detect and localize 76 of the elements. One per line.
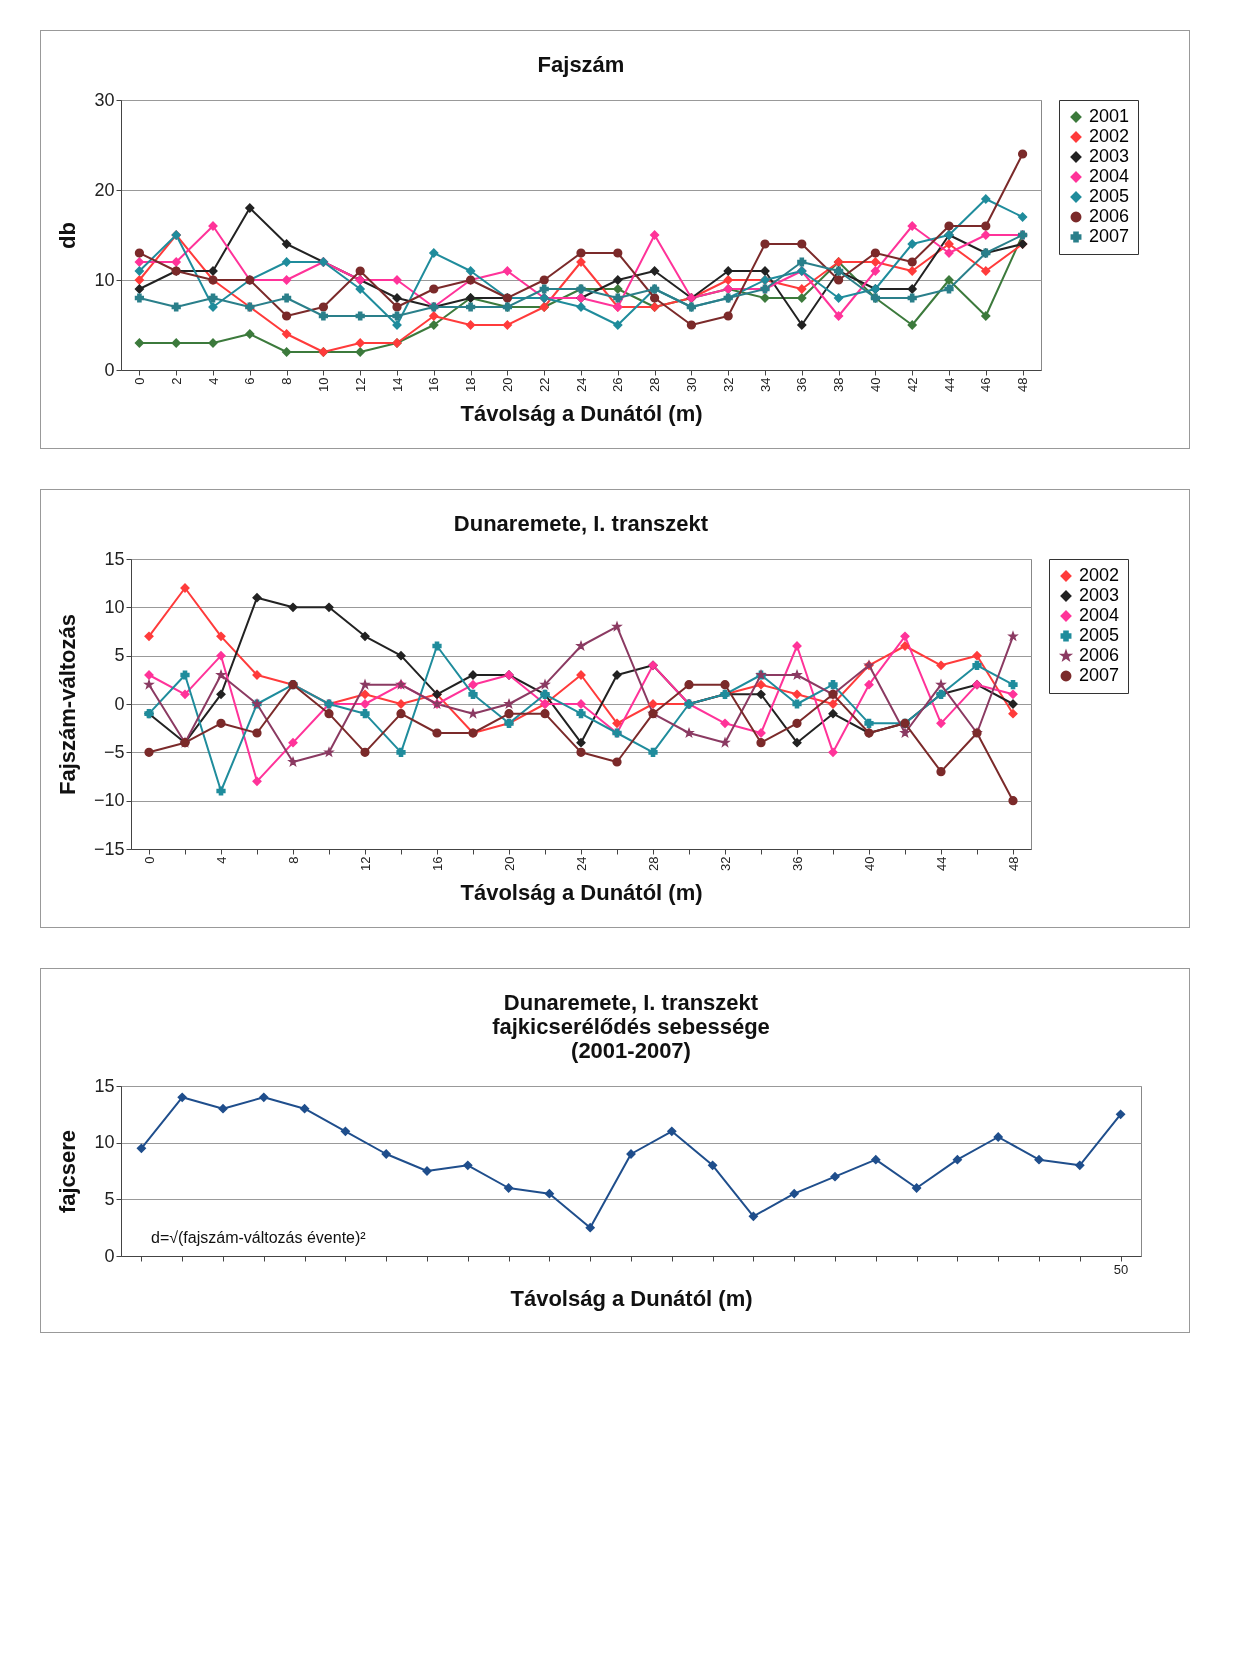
y-tick-label: 30 — [94, 89, 115, 110]
legend-label: 2002 — [1089, 126, 1130, 146]
x-tick-label: 48 — [1005, 856, 1021, 871]
annotation: d=√(fajszám-változás évente)² — [151, 1229, 367, 1246]
x-tick-label: 4 — [205, 377, 221, 385]
x-tick-label: 36 — [794, 377, 810, 392]
x-tick-label: 12 — [357, 856, 373, 871]
x-tick-label: 44 — [933, 856, 949, 871]
legend-label: 2007 — [1089, 226, 1130, 246]
chart-title: Dunaremete, I. transzekt — [453, 511, 709, 536]
x-axis-title: Távolság a Dunától (m) — [510, 1285, 753, 1311]
y-tick-label: 20 — [94, 179, 115, 200]
x-tick-label: 8 — [285, 856, 301, 864]
y-tick-label: 10 — [94, 269, 115, 290]
x-tick-label: 38 — [831, 377, 847, 392]
x-tick-label: 12 — [352, 377, 368, 392]
x-tick-label: 42 — [904, 377, 920, 392]
x-tick-label: 14 — [389, 377, 405, 392]
legend-label: 2007 — [1079, 665, 1120, 685]
chart-title: Fajszám — [537, 52, 625, 77]
y-tick-label: 5 — [104, 1188, 115, 1209]
x-axis-title: Távolság a Dunától (m) — [460, 400, 703, 426]
legend-label: 2003 — [1079, 585, 1120, 605]
x-tick-label: 28 — [647, 377, 663, 392]
x-tick-label: 26 — [610, 377, 626, 392]
x-tick-label: 22 — [536, 377, 552, 392]
x-tick-label: 10 — [315, 377, 331, 392]
x-tick-label: 0 — [141, 856, 157, 864]
x-tick-label: 28 — [645, 856, 661, 871]
x-tick-label: 18 — [463, 377, 479, 392]
legend-label: 2005 — [1089, 186, 1130, 206]
x-tick-label: 32 — [717, 856, 733, 871]
x-tick-label: 0 — [131, 377, 147, 385]
y-axis-title: db — [55, 222, 81, 249]
x-tick-label: 4 — [213, 856, 229, 864]
x-tick-label: 24 — [573, 856, 589, 871]
x-tick-label: 40 — [861, 856, 877, 871]
x-tick-label: 32 — [720, 377, 736, 392]
legend-label: 2005 — [1079, 625, 1120, 645]
y-tick-label: −15 — [93, 838, 125, 859]
y-tick-label: −5 — [103, 741, 125, 762]
x-tick-label: 6 — [242, 377, 258, 385]
x-tick-label: 16 — [429, 856, 445, 871]
x-tick-label: 30 — [683, 377, 699, 392]
legend-label: 2001 — [1089, 106, 1130, 126]
x-tick-label: 44 — [941, 377, 957, 392]
y-tick-label: −10 — [93, 790, 125, 811]
y-axis-title: Fajszám-változás — [54, 614, 80, 795]
y-axis-title: fajcsere — [55, 1129, 81, 1214]
y-tick-label: 0 — [104, 1245, 115, 1266]
y-tick-label: 10 — [94, 1132, 115, 1153]
legend-label: 2002 — [1079, 565, 1120, 585]
y-tick-label: 15 — [104, 548, 125, 569]
x-tick-label: 8 — [279, 377, 295, 385]
x-tick-label: 20 — [499, 377, 515, 392]
x-axis-title: Távolság a Dunától (m) — [460, 879, 703, 905]
legend-label: 2004 — [1079, 605, 1120, 625]
x-tick-label: 24 — [573, 377, 589, 392]
y-tick-label: 5 — [114, 645, 125, 666]
x-tick-label: 50 — [1113, 1261, 1129, 1277]
x-tick-label: 2 — [168, 377, 184, 385]
legend-label: 2004 — [1089, 166, 1130, 186]
y-tick-label: 15 — [94, 1075, 115, 1096]
x-tick-label: 46 — [978, 377, 994, 392]
legend-label: 2006 — [1079, 645, 1120, 665]
legend-label: 2003 — [1089, 146, 1130, 166]
x-tick-label: 48 — [1015, 377, 1031, 392]
legend-label: 2006 — [1089, 206, 1130, 226]
y-tick-label: 10 — [104, 596, 125, 617]
x-tick-label: 36 — [789, 856, 805, 871]
x-tick-label: 20 — [501, 856, 517, 871]
x-tick-label: 34 — [757, 377, 773, 392]
y-tick-label: 0 — [114, 693, 125, 714]
chart-title: Dunaremete, I. transzekt fajkicserélődés sebessége (2001-2007) — [492, 990, 770, 1063]
x-tick-label: 40 — [867, 377, 883, 392]
x-tick-label: 16 — [426, 377, 442, 392]
